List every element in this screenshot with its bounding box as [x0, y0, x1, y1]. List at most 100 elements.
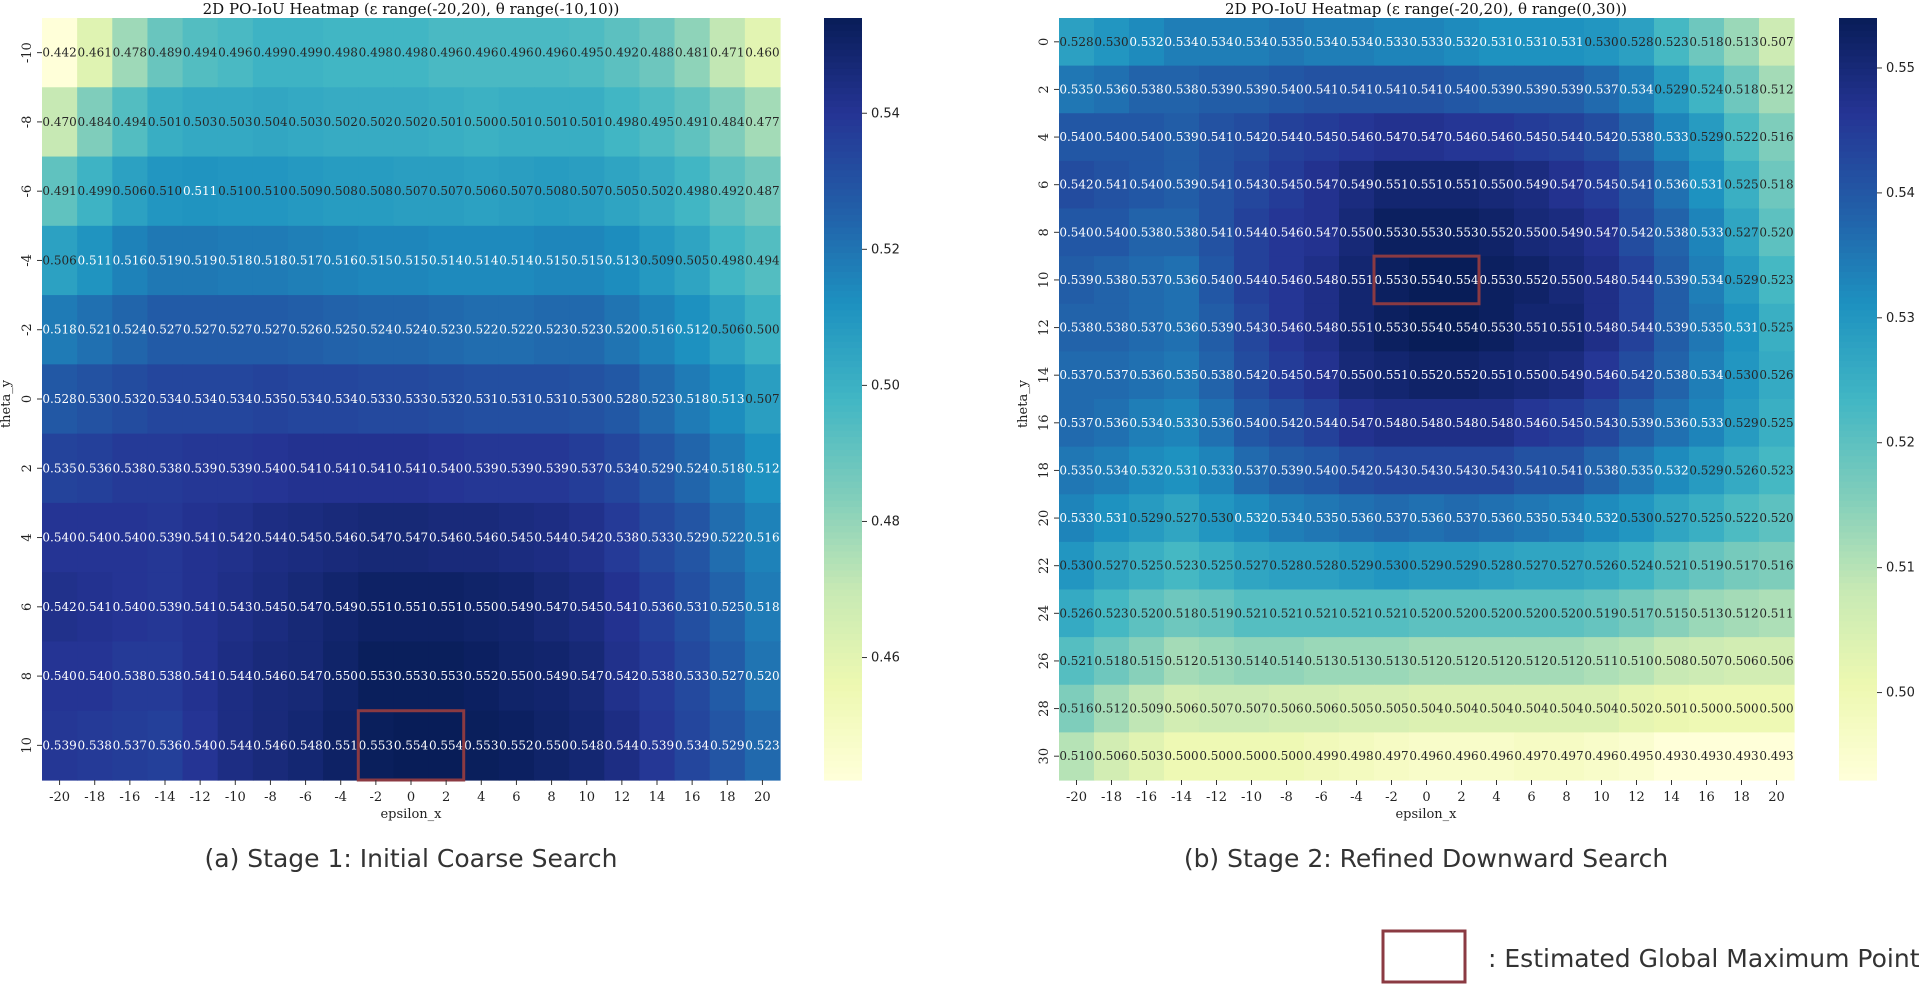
heatmap-cell	[252, 710, 289, 781]
x-tick-label: 12	[1628, 790, 1645, 805]
heatmap-cell-value: 0.536	[1164, 321, 1198, 335]
heatmap-cell-value: 0.523	[745, 738, 779, 752]
heatmap-cell	[393, 295, 430, 365]
heatmap-cell-value: 0.541	[1374, 82, 1408, 96]
heatmap-cell	[1584, 541, 1620, 591]
colorbar-segment	[1839, 557, 1877, 565]
heatmap-cell	[1234, 732, 1270, 781]
colorbar-segment	[824, 640, 862, 648]
heatmap-cell-value: 0.512	[1094, 702, 1128, 716]
colorbar-segment	[1839, 418, 1877, 425]
heatmap-cell-value: 0.514	[464, 253, 499, 267]
colorbar-segment	[1839, 405, 1877, 413]
heatmap-cell-value: 0.545	[1269, 368, 1303, 382]
heatmap-cell	[393, 641, 430, 712]
heatmap-cell-value: 0.552	[464, 669, 498, 683]
colorbar-segment	[824, 551, 862, 559]
heatmap-cell-value: 0.484	[78, 115, 113, 129]
heatmap-cell	[393, 710, 430, 781]
heatmap-cell-value: 0.538	[1129, 82, 1163, 96]
x-tick-label: -6	[299, 790, 312, 805]
colorbar-segment	[824, 87, 862, 95]
heatmap-cell	[498, 710, 535, 781]
colorbar-segment	[1839, 506, 1877, 514]
heatmap-cell-value: 0.540	[1304, 463, 1338, 477]
heatmap-cell-value: 0.496	[1409, 749, 1443, 763]
heatmap-cell	[217, 502, 254, 573]
colorbar-segment	[1839, 646, 1877, 654]
heatmap-cell-value: 0.553	[1479, 321, 1513, 335]
heatmap-cell-value: 0.530	[78, 392, 112, 406]
colorbar-segment	[824, 291, 862, 298]
heatmap-cell-value: 0.525	[324, 323, 358, 337]
y-tick-label: 6	[1037, 181, 1052, 189]
heatmap-cell	[77, 225, 113, 296]
heatmap-cell-value: 0.507	[570, 184, 604, 198]
heatmap-cell	[1304, 589, 1340, 638]
heatmap-cell	[1444, 303, 1480, 352]
heatmap-cell	[1374, 684, 1410, 733]
heatmap-cell	[1374, 494, 1410, 543]
heatmap-cell	[534, 225, 570, 296]
heatmap-cell	[182, 18, 219, 88]
heatmap-cell-value: 0.520	[1549, 606, 1583, 620]
heatmap-cell	[569, 710, 605, 781]
colorbar-segment	[824, 608, 862, 616]
heatmap-cell-value: 0.540	[42, 531, 76, 545]
heatmap-cell	[1199, 637, 1235, 686]
heatmap-cell	[1339, 65, 1375, 114]
heatmap-cell-value: 0.507	[1234, 702, 1268, 716]
heatmap-cell-value: 0.518	[42, 323, 76, 337]
heatmap-cell-value: 0.523	[570, 323, 604, 337]
heatmap-cell-value: 0.533	[1374, 35, 1408, 49]
heatmap-cell-value: 0.541	[1619, 178, 1653, 192]
colorbar-segment	[824, 678, 862, 686]
colorbar-tick-label: 0.50	[1886, 686, 1915, 701]
colorbar-segment	[1839, 468, 1877, 476]
heatmap-cell	[1094, 684, 1130, 733]
heatmap-cell-value: 0.536	[78, 461, 112, 475]
heatmap-cell	[639, 502, 676, 573]
heatmap-cell-value: 0.554	[429, 738, 464, 752]
heatmap-cell-value: 0.500	[464, 115, 498, 129]
heatmap-cell	[252, 156, 289, 227]
colorbar-segment	[824, 379, 862, 387]
heatmap-cell-value: 0.525	[1689, 511, 1723, 525]
heatmap-cell	[1689, 303, 1725, 352]
heatmap-cell	[1164, 65, 1200, 114]
heatmap-cell-value: 0.552	[1444, 368, 1478, 382]
colorbar-segment	[1839, 653, 1877, 660]
heatmap-cell-value: 0.508	[324, 184, 358, 198]
heatmap-cell	[1724, 160, 1760, 210]
heatmap-cell	[1199, 18, 1235, 67]
heatmap-cell-value: 0.488	[640, 46, 674, 60]
heatmap-cell	[1759, 732, 1795, 781]
heatmap-cell-value: 0.530	[1094, 35, 1128, 49]
colorbar-segment	[1839, 221, 1877, 229]
heatmap-cell	[1619, 637, 1655, 686]
colorbar-segment	[824, 119, 862, 127]
heatmap-cell	[1514, 160, 1550, 210]
heatmap-cell-value: 0.499	[1304, 749, 1338, 763]
colorbar-segment	[824, 341, 862, 349]
colorbar-tick-label: 0.53	[1886, 311, 1915, 326]
heatmap-cell	[1619, 303, 1655, 352]
panel-b-cells: 0.528 0.530 0.532 0.534 0.534 0.534 0.535 0.534…	[1059, 18, 1795, 781]
heatmap-cell-value: 0.500	[1164, 749, 1198, 763]
heatmap-cell-value: 0.504	[253, 115, 288, 129]
heatmap-cell	[1094, 351, 1130, 400]
heatmap-cell-value: 0.461	[78, 46, 112, 60]
heatmap-cell	[1514, 113, 1550, 162]
heatmap-cell	[393, 433, 430, 504]
x-tick-label: 0	[1422, 790, 1430, 805]
heatmap-cell-value: 0.545	[1514, 130, 1548, 144]
heatmap-cell	[77, 433, 113, 504]
colorbar-segment	[1839, 716, 1877, 724]
heatmap-cell	[1759, 446, 1795, 495]
heatmap-cell-value: 0.513	[1689, 606, 1723, 620]
heatmap-cell	[1164, 494, 1200, 543]
heatmap-cell-value: 0.546	[1514, 416, 1548, 430]
x-tick-label: -18	[84, 790, 105, 805]
heatmap-cell	[1269, 208, 1305, 257]
heatmap-cell-value: 0.538	[1094, 321, 1128, 335]
